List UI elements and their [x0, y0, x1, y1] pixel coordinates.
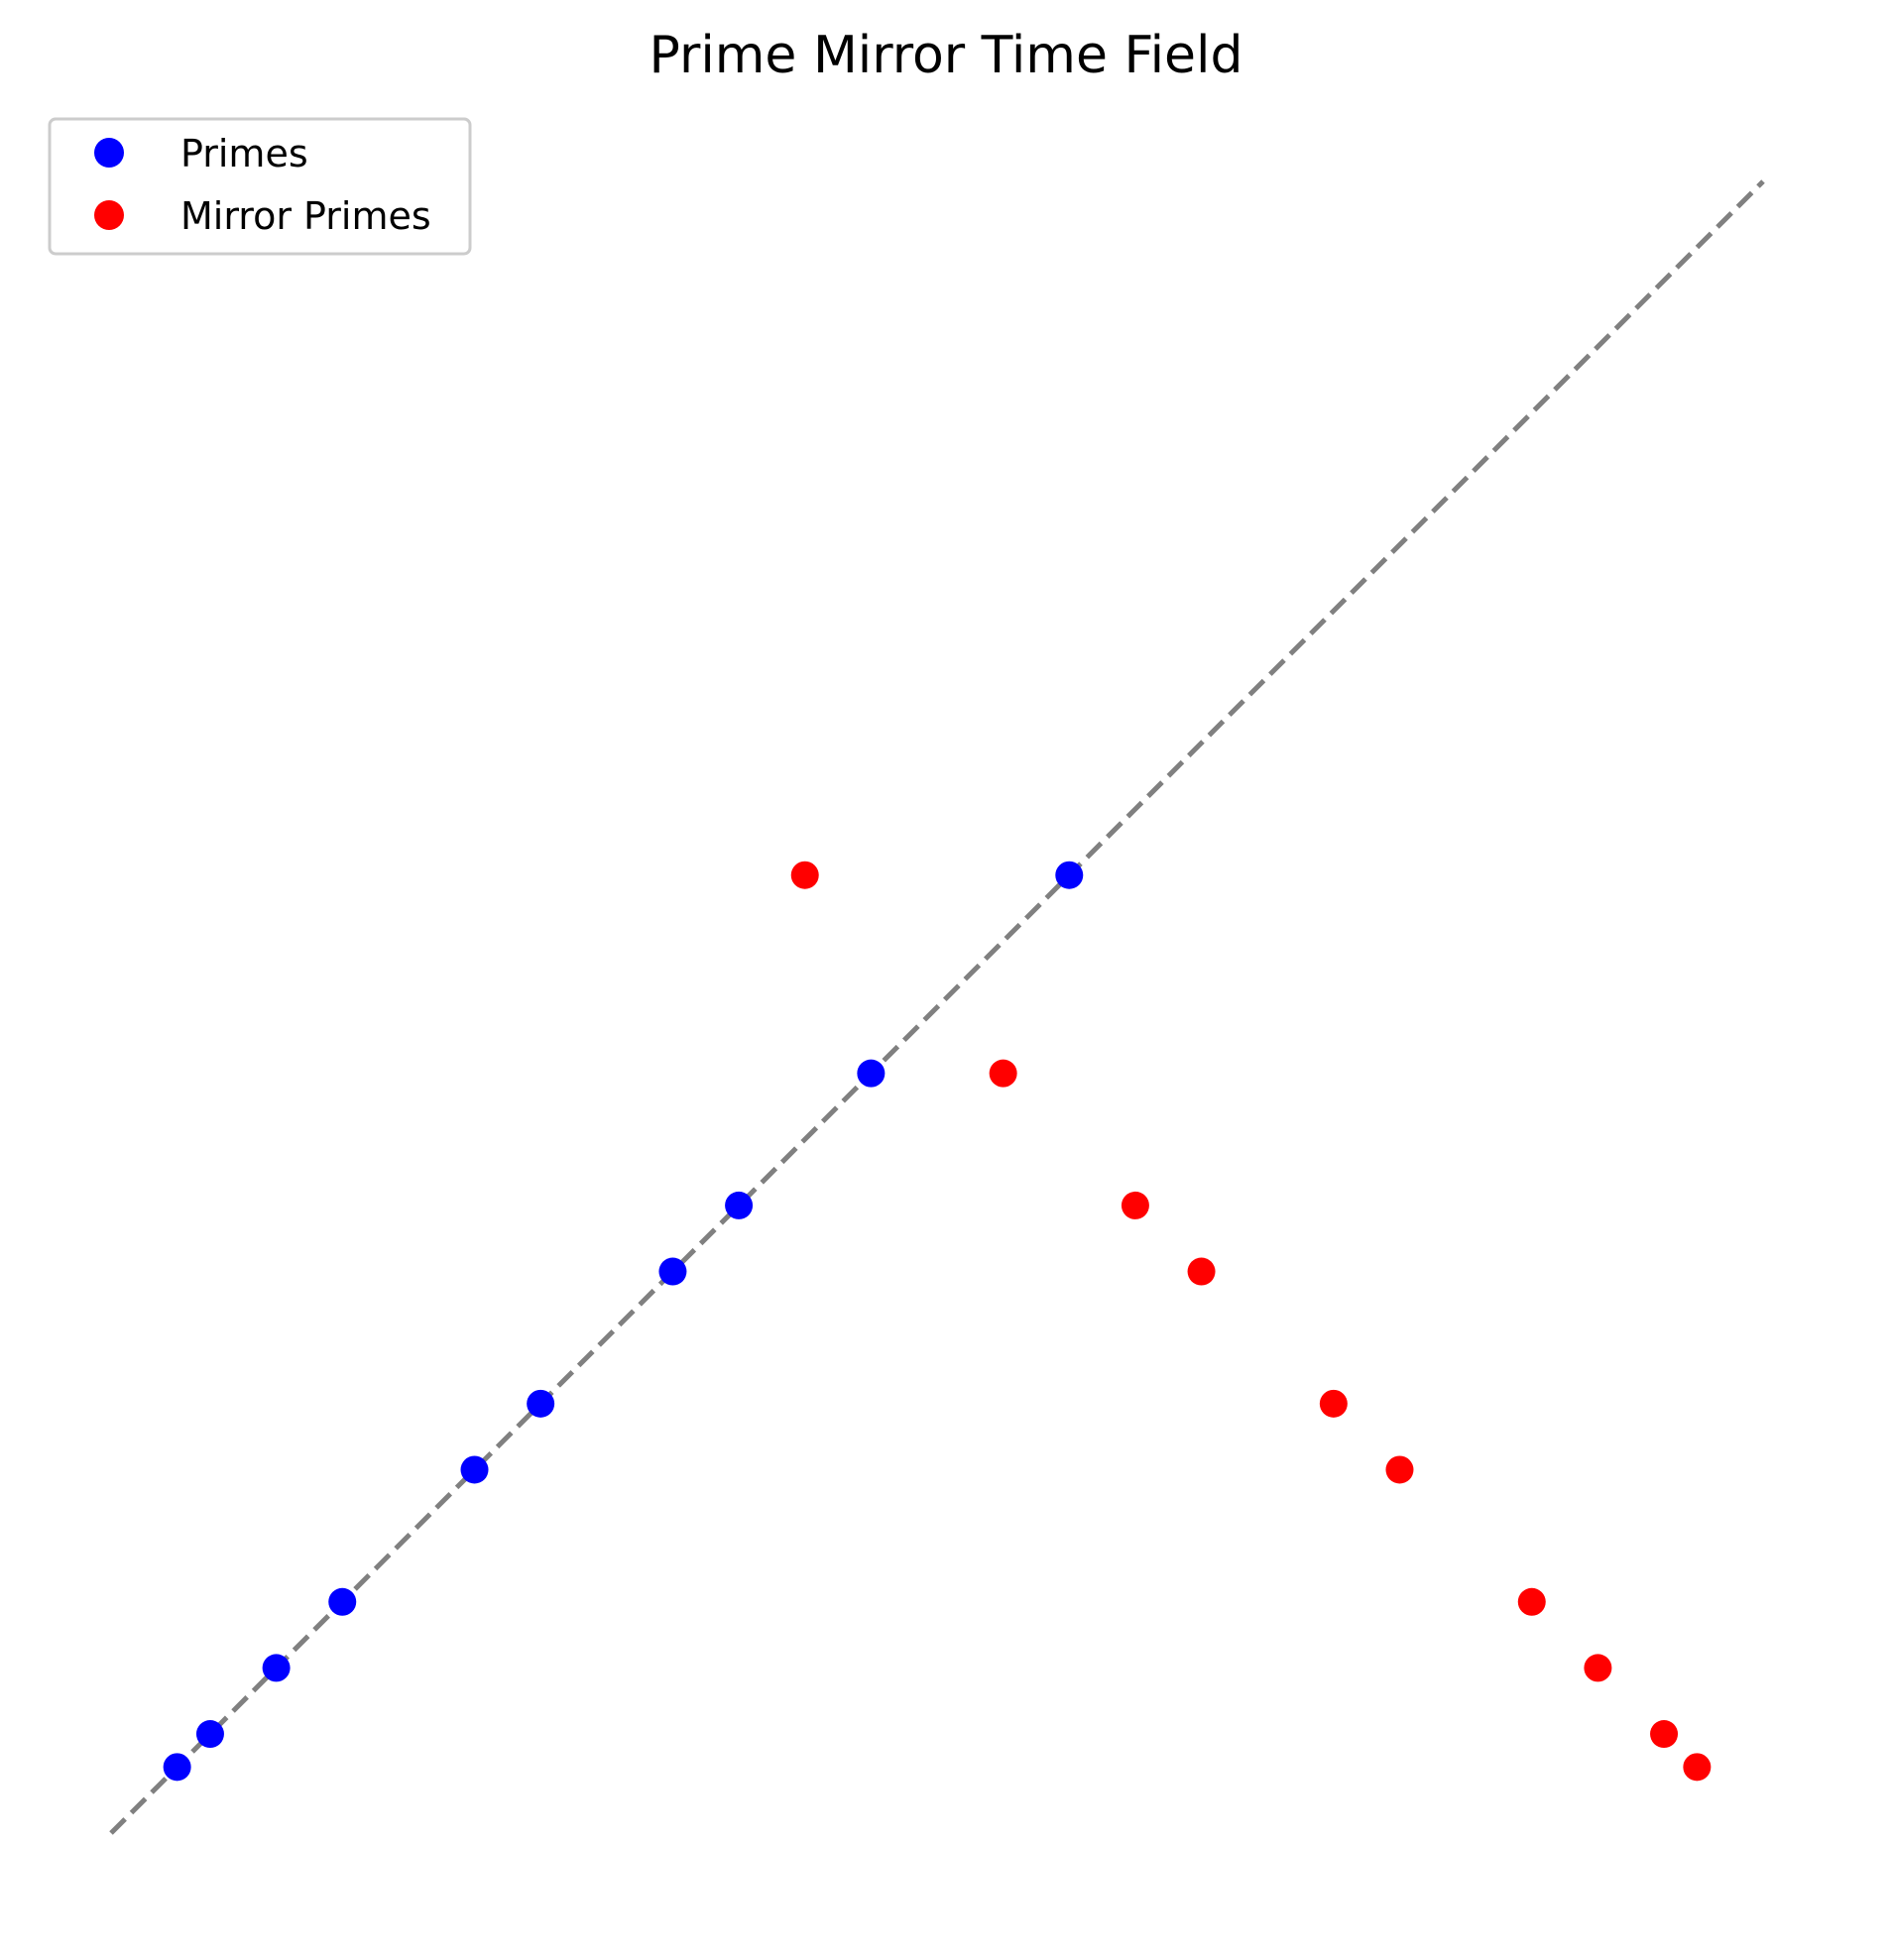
legend-label-mirror-primes: Mirror Primes: [180, 194, 431, 238]
primes-point-0: [163, 1753, 191, 1782]
primes-point-5: [527, 1389, 555, 1418]
mirror-primes-point-2: [1584, 1654, 1612, 1682]
legend-marker-mirror-primes: [94, 200, 124, 230]
primes-point-3: [328, 1587, 357, 1616]
plot-area: [109, 179, 1765, 1835]
mirror-primes-point-1: [1650, 1720, 1679, 1749]
primes-point-6: [658, 1257, 687, 1286]
mirror-primes-point-0: [1683, 1753, 1712, 1782]
legend-label-primes: Primes: [180, 132, 308, 175]
mirror-primes-point-7: [1121, 1191, 1149, 1219]
legend-marker-primes: [94, 138, 124, 168]
primes-point-4: [460, 1455, 489, 1484]
chart-title: Prime Mirror Time Field: [650, 26, 1243, 85]
mirror-primes-point-4: [1385, 1455, 1414, 1484]
legend-frame: [48, 117, 472, 256]
mirror-primes-point-6: [1187, 1257, 1216, 1286]
primes-point-7: [725, 1191, 754, 1219]
primes-point-8: [857, 1059, 886, 1088]
reference-line: [109, 179, 1765, 1835]
primes-point-1: [195, 1720, 224, 1749]
mirror-primes-point-9: [790, 861, 819, 889]
mirror-primes-point-8: [989, 1059, 1017, 1088]
primes-point-2: [262, 1654, 291, 1682]
mirror-primes-point-5: [1319, 1389, 1348, 1418]
legend: Primes Mirror Primes: [48, 117, 472, 256]
primes-point-9: [1055, 861, 1084, 889]
mirror-primes-point-3: [1517, 1587, 1546, 1616]
